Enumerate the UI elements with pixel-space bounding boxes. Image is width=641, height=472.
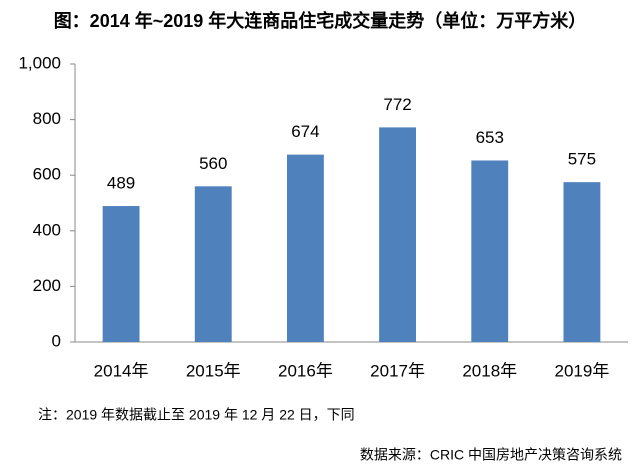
data-label: 575 — [568, 150, 596, 169]
y-tick-label: 800 — [33, 109, 61, 128]
bar — [102, 206, 140, 342]
x-tick-label: 2019年 — [555, 361, 610, 380]
data-label: 489 — [107, 174, 135, 193]
y-tick-label: 200 — [33, 276, 61, 295]
data-label: 560 — [199, 154, 227, 173]
bar — [194, 186, 232, 342]
data-label: 653 — [476, 128, 504, 147]
note: 注：2019 年数据截止至 2019 年 12 月 22 日，下同 — [38, 407, 355, 423]
data-label: 772 — [383, 95, 411, 114]
bar — [563, 182, 601, 342]
bar — [379, 127, 417, 342]
chart-title: 图：2014 年~2019 年大连商品住宅成交量走势（单位：万平方米） — [54, 10, 587, 31]
y-tick-label: 1,000 — [18, 53, 61, 72]
source: 数据来源：CRIC 中国房地产决策咨询系统 — [360, 447, 622, 463]
y-tick-label: 0 — [52, 331, 61, 350]
x-tick-label: 2018年 — [462, 361, 517, 380]
x-tick-label: 2016年 — [278, 361, 333, 380]
y-tick-label: 400 — [33, 220, 61, 239]
bar — [286, 154, 324, 342]
x-tick-label: 2015年 — [186, 361, 241, 380]
x-tick-label: 2017年 — [370, 361, 425, 380]
bar — [471, 160, 509, 342]
data-label: 674 — [291, 122, 319, 141]
x-tick-label: 2014年 — [94, 361, 149, 380]
y-tick-label: 600 — [33, 165, 61, 184]
